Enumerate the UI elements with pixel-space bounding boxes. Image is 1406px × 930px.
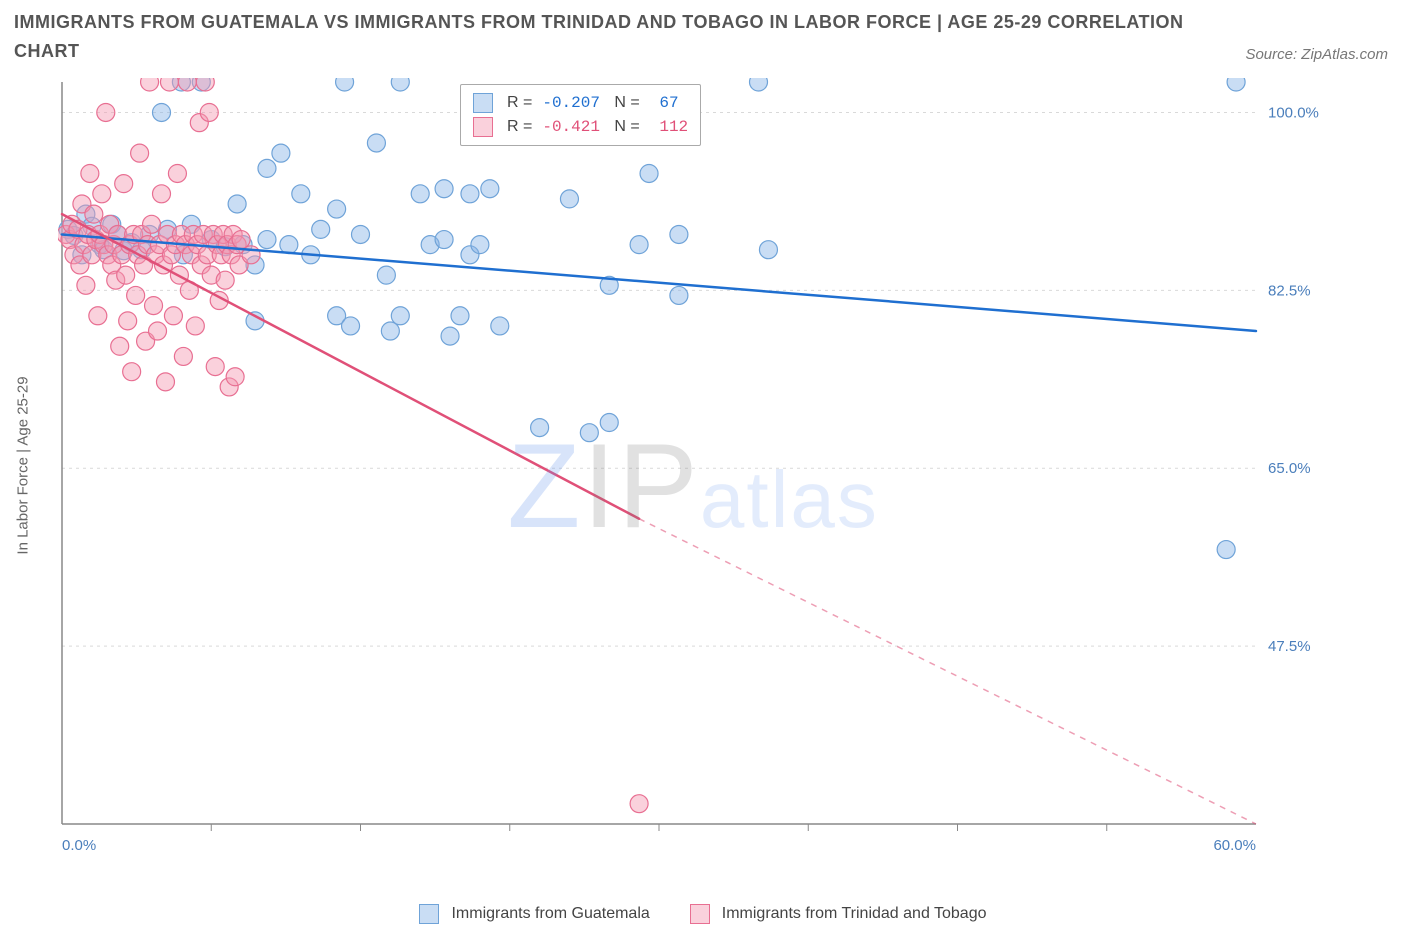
legend-label-guatemala: Immigrants from Guatemala	[451, 905, 649, 923]
stat-r-value: -0.207	[542, 91, 600, 115]
legend-item-guatemala: Immigrants from Guatemala	[419, 904, 649, 924]
stat-r-value: -0.421	[542, 115, 600, 139]
legend-swatch-trinidad	[690, 904, 710, 924]
stat-n-value: 67	[650, 91, 679, 115]
correlation-stats-box: R = -0.207 N = 67 R = -0.421 N = 112	[460, 84, 701, 146]
scatter-chart-svg: 47.5% 65.0% 82.5% 100.0% 0.0% 60.0%	[58, 78, 1328, 866]
source-attribution: Source: ZipAtlas.com	[1245, 46, 1388, 63]
stat-r-label: R =	[507, 115, 532, 139]
bottom-legend: Immigrants from Guatemala Immigrants fro…	[0, 904, 1406, 924]
svg-text:60.0%: 60.0%	[1213, 837, 1256, 854]
chart-title: IMMIGRANTS FROM GUATEMALA VS IMMIGRANTS …	[14, 8, 1206, 66]
stats-row-trinidad: R = -0.421 N = 112	[473, 115, 688, 139]
svg-text:0.0%: 0.0%	[62, 837, 96, 854]
stat-n-label: N =	[610, 115, 640, 139]
svg-text:100.0%: 100.0%	[1268, 104, 1319, 121]
plot-area: 47.5%65.0%82.5%100.0%0.0%60.0% ZIPatlas	[58, 78, 1328, 866]
stat-r-label: R =	[507, 91, 532, 115]
stats-row-guatemala: R = -0.207 N = 67	[473, 91, 688, 115]
svg-text:65.0%: 65.0%	[1268, 460, 1311, 477]
y-axis-label: In Labor Force | Age 25-29	[15, 376, 32, 554]
svg-text:47.5%: 47.5%	[1268, 638, 1311, 655]
legend-swatch-guatemala	[419, 904, 439, 924]
stats-swatch	[473, 117, 493, 137]
legend-label-trinidad: Immigrants from Trinidad and Tobago	[722, 905, 987, 923]
stat-n-value: 112	[650, 115, 688, 139]
chart-container: IMMIGRANTS FROM GUATEMALA VS IMMIGRANTS …	[0, 0, 1406, 930]
y-axis-label-wrap: In Labor Force | Age 25-29	[8, 0, 38, 930]
legend-item-trinidad: Immigrants from Trinidad and Tobago	[690, 904, 987, 924]
stats-swatch	[473, 93, 493, 113]
stat-n-label: N =	[610, 91, 640, 115]
svg-text:82.5%: 82.5%	[1268, 282, 1311, 299]
